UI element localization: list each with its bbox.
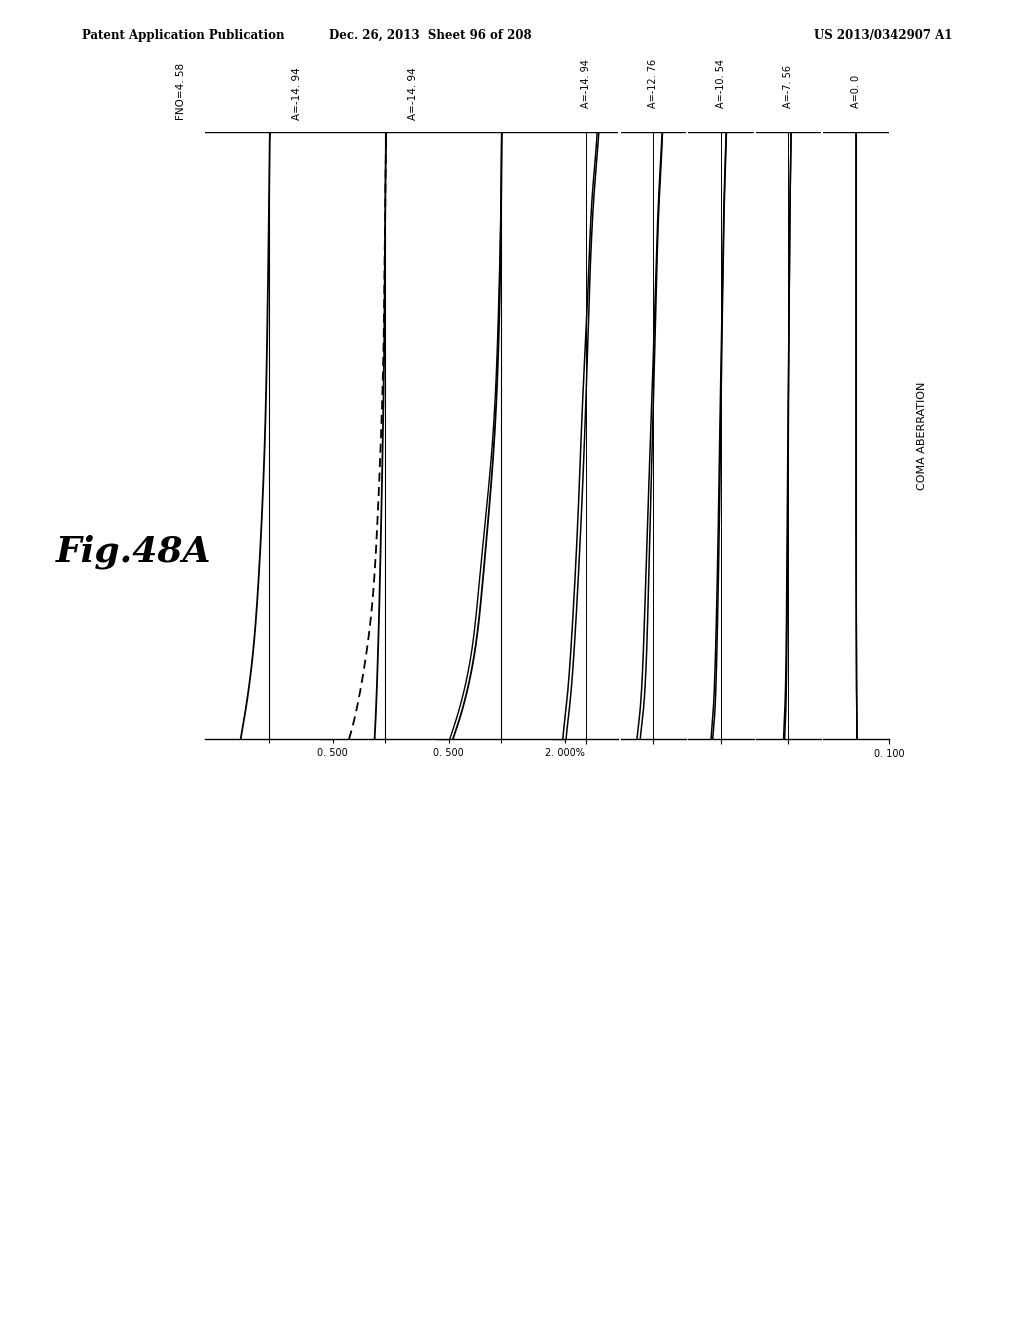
Text: Dec. 26, 2013  Sheet 96 of 208: Dec. 26, 2013 Sheet 96 of 208 (329, 29, 531, 42)
Text: COMA ABERRATION: COMA ABERRATION (916, 381, 927, 490)
Text: A=-14. 94: A=-14. 94 (581, 59, 591, 108)
Text: FNO=4. 58: FNO=4. 58 (175, 63, 185, 120)
Text: A=-14. 94: A=-14. 94 (408, 67, 418, 120)
Text: Fig.48A: Fig.48A (56, 535, 212, 569)
Text: A=-7. 56: A=-7. 56 (783, 65, 794, 108)
Text: A=-12. 76: A=-12. 76 (648, 58, 658, 108)
Text: Patent Application Publication: Patent Application Publication (82, 29, 285, 42)
Text: A=-10. 54: A=-10. 54 (716, 58, 726, 108)
Text: ASTIGMATISM: ASTIGMATISM (508, 397, 518, 474)
Text: DISTORTION: DISTORTION (624, 401, 634, 470)
Text: SPHERICAL
ABERRATION: SPHERICAL ABERRATION (386, 400, 408, 471)
Text: US 2013/0342907 A1: US 2013/0342907 A1 (814, 29, 952, 42)
Text: A=-14. 94: A=-14. 94 (292, 67, 302, 120)
Text: A=0. 0: A=0. 0 (851, 75, 861, 108)
